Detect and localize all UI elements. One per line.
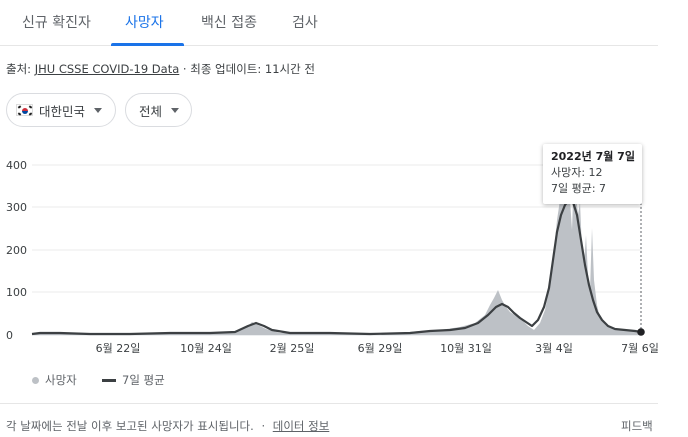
scope-label: 전체: [139, 103, 163, 119]
chevron-down-icon: [171, 107, 180, 113]
source-prefix: 출처:: [6, 62, 32, 76]
deaths-chart[interactable]: 400 300 200 100 0 6월 22일 10월 24일 2월 25일 …: [0, 140, 660, 365]
active-tab-indicator: [111, 43, 184, 46]
chart-tooltip: 2022년 7월 7일 사망자: 12 7일 평균: 7: [543, 144, 642, 204]
footer-note: 각 날짜에는 전날 이후 보고된 사망자가 표시됩니다. · 데이터 정보: [6, 418, 329, 434]
deaths-bars-area: [32, 170, 641, 335]
source-line: 출처: JHU CSSE COVID-19 Data · 최종 업데이트: 11…: [6, 61, 315, 77]
legend-deaths-label: 사망자: [45, 373, 77, 387]
legend-line-icon: [102, 378, 116, 382]
y-axis-labels: 400 300 200 100 0: [6, 159, 27, 342]
tooltip-average: 7일 평균: 7: [551, 182, 607, 195]
x-tick-label: 6월 29일: [358, 341, 403, 355]
x-axis-labels: 6월 22일 10월 24일 2월 25일 6월 29일 10월 31일 3월 …: [96, 341, 659, 355]
legend-dot-icon: [32, 376, 39, 384]
x-tick-label: 6월 22일: [96, 341, 141, 355]
tab-bar: 신규 확진자 사망자 백신 접종 검사: [0, 0, 658, 46]
legend-deaths: 사망자: [32, 372, 77, 388]
seven-day-average-line: [31, 198, 642, 336]
y-tick-label: 400: [6, 159, 27, 172]
korea-flag-icon: [16, 104, 33, 116]
tooltip-deaths: 사망자: 12: [551, 166, 603, 179]
tab-deaths[interactable]: 사망자: [125, 15, 164, 31]
x-tick-label: 3월 4일: [535, 341, 573, 355]
legend-average-label: 7일 평균: [122, 373, 165, 387]
y-tick-label: 100: [6, 286, 27, 299]
y-tick-label: 200: [6, 244, 27, 257]
legend-average: 7일 평균: [102, 372, 165, 388]
footer-note-text: 각 날짜에는 전날 이후 보고된 사망자가 표시됩니다.: [6, 419, 254, 433]
x-tick-label: 10월 24일: [180, 341, 232, 355]
tooltip-date: 2022년 7월 7일: [551, 150, 635, 163]
chevron-down-icon: [94, 107, 103, 113]
region-label: 대한민국: [39, 103, 86, 119]
x-tick-label: 10월 31일: [440, 341, 492, 355]
footer-divider: [0, 403, 658, 404]
x-tick-label: 2월 25일: [270, 341, 315, 355]
source-link[interactable]: JHU CSSE COVID-19 Data: [34, 62, 180, 76]
y-tick-label: 0: [6, 329, 13, 342]
update-time: · 최종 업데이트: 11시간 전: [182, 62, 315, 76]
footer-separator: ·: [261, 419, 266, 433]
x-tick-label: 7월 6일: [621, 341, 659, 355]
data-info-link[interactable]: 데이터 정보: [272, 419, 330, 433]
feedback-link[interactable]: 피드백: [621, 419, 653, 433]
y-tick-label: 300: [6, 201, 27, 214]
hover-point: [637, 328, 645, 336]
tab-vaccination[interactable]: 백신 접종: [201, 15, 257, 31]
scope-dropdown[interactable]: 전체: [125, 93, 192, 127]
region-dropdown[interactable]: 대한민국: [6, 93, 116, 127]
tab-tests[interactable]: 검사: [292, 15, 318, 31]
tab-new-cases[interactable]: 신규 확진자: [22, 15, 91, 31]
